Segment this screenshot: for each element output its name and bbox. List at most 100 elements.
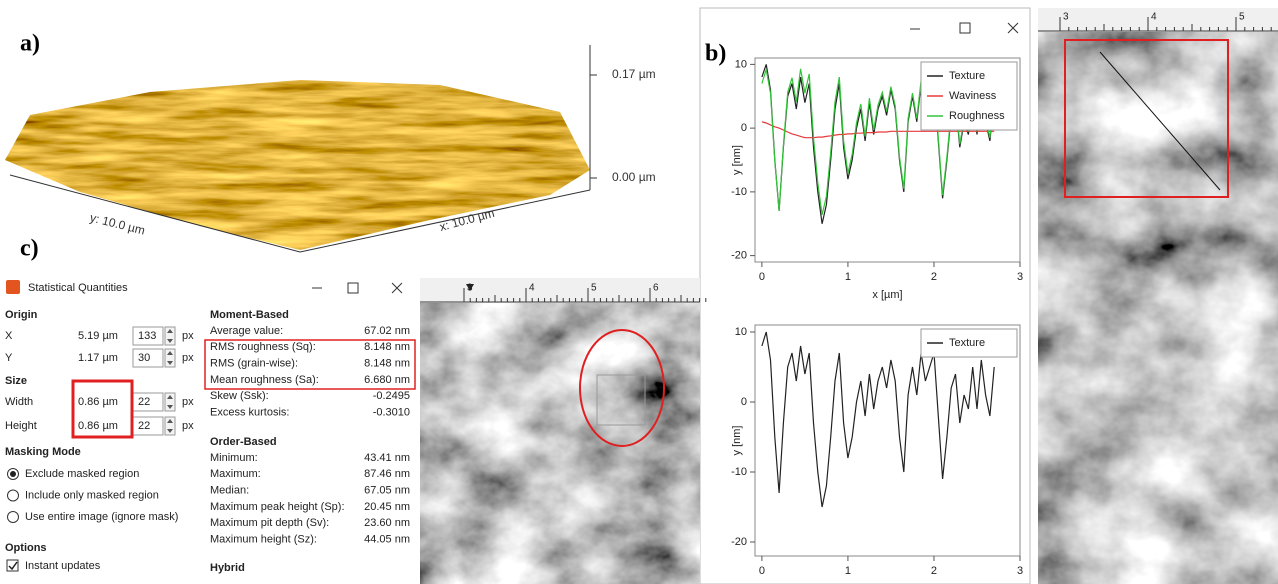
input-box[interactable] <box>132 348 164 368</box>
quantity-value: 87.46 nm <box>364 468 410 480</box>
highlight-circle <box>579 329 665 447</box>
quantity-value: 20.45 nm <box>364 501 410 513</box>
spinner[interactable] <box>164 392 176 412</box>
section-heading: Origin <box>5 309 38 321</box>
x-tick-label: 2 <box>931 565 937 577</box>
ruler-label: 5 <box>591 283 597 294</box>
afm-image <box>420 303 700 584</box>
section-heading: Hybrid <box>210 562 245 574</box>
highlight-box <box>204 339 416 390</box>
unit: px <box>182 352 194 364</box>
surface-axes <box>9 45 597 253</box>
quantity-value: 44.05 nm <box>364 533 410 545</box>
window-controls <box>910 22 1019 34</box>
quantity-value: 67.02 nm <box>364 325 410 337</box>
ruler-ticks: 3 4 5 <box>1059 12 1272 31</box>
y-tick-label: 0 <box>741 122 747 134</box>
quantity-label: Skew (Ssk): <box>210 390 269 402</box>
panel-label: c) <box>20 236 39 262</box>
panel-label: b) <box>705 41 726 67</box>
field-value: 0.86 µm <box>78 420 118 432</box>
y-axis-title: y [nm] <box>731 145 743 175</box>
radio[interactable] <box>7 511 19 523</box>
field-value: 5.19 µm <box>78 330 118 342</box>
spinner-arrows <box>167 419 173 433</box>
checkbox[interactable] <box>6 559 19 572</box>
afm-image <box>1038 32 1278 584</box>
x-tick-label: 3 <box>1017 565 1023 577</box>
ruler-marker <box>466 284 474 291</box>
dialog-body: Origin X 5.19 µm 133 px Y 1.17 µm 30 px Size Width… <box>5 309 410 574</box>
field-label: Height <box>5 420 37 432</box>
selection-square <box>596 374 646 426</box>
y-tick-label: 0 <box>741 396 747 408</box>
radio-label: Use entire image (ignore mask) <box>25 511 178 523</box>
quantity-label: RMS roughness (Sq): <box>210 341 316 353</box>
ruler-label: 4 <box>529 283 535 294</box>
legend-label: Texture <box>949 337 985 349</box>
input-box[interactable] <box>132 326 164 346</box>
y-tick-label: -20 <box>731 250 747 262</box>
quantity-label: Mean roughness (Sa): <box>210 374 319 386</box>
series-line <box>761 331 995 508</box>
quantity-label: Excess kurtosis: <box>210 406 289 418</box>
x-tick-label: 0 <box>759 271 765 283</box>
checkmark <box>8 561 18 571</box>
x-axis-title: x [µm] <box>872 289 902 301</box>
y-tick-label: -10 <box>731 466 747 478</box>
close[interactable] <box>391 282 403 294</box>
y-tick-label: -10 <box>731 186 747 198</box>
quantity-label: Maximum peak height (Sp): <box>210 501 345 513</box>
x-tick-label: 0 <box>759 565 765 577</box>
field-value: 1.17 µm <box>78 352 118 364</box>
profile-line <box>1099 51 1221 191</box>
legend-label: Roughness <box>949 110 1005 122</box>
section-heading: Moment-Based <box>210 309 289 321</box>
quantity-label: Average value: <box>210 325 283 337</box>
checkbox-label: Instant updates <box>25 560 101 572</box>
quantity-label: Minimum: <box>210 452 258 464</box>
ruler-label: 5 <box>1239 12 1245 23</box>
legend-label: Texture <box>949 70 985 82</box>
input-value: 22 <box>138 420 150 432</box>
quantity-value: 6.680 nm <box>364 374 410 386</box>
input-value: 30 <box>138 352 150 364</box>
spinner[interactable] <box>164 416 176 436</box>
plot-frame <box>754 324 1021 557</box>
y-tick-label: 10 <box>735 58 747 70</box>
quantity-label: RMS (grain-wise): <box>210 358 298 370</box>
maximize[interactable] <box>347 282 359 294</box>
radio-label: Exclude masked region <box>25 468 139 480</box>
radio[interactable] <box>7 489 19 502</box>
x-axis-title: x [µm] <box>872 583 902 584</box>
close[interactable] <box>1007 22 1019 34</box>
spinner-arrows <box>167 351 173 365</box>
spinner[interactable] <box>164 348 176 368</box>
dialog-controls <box>312 282 403 294</box>
input-value: 22 <box>138 396 150 408</box>
ruler-label: 3 <box>1063 12 1069 23</box>
section-heading: Order-Based <box>210 436 277 448</box>
unit: px <box>182 420 194 432</box>
quantity-value: 67.05 nm <box>364 485 410 497</box>
radio-dot <box>10 471 16 477</box>
x-tick-label: 2 <box>931 271 937 283</box>
maximize[interactable] <box>959 22 971 34</box>
spinner[interactable] <box>164 326 176 346</box>
quantity-value: 8.148 nm <box>364 358 410 370</box>
z-min-label: 0.00 µm <box>612 170 656 184</box>
y-axis-title: y [nm] <box>731 426 743 456</box>
quantity-label: Median: <box>210 485 249 497</box>
quantity-value: -0.3010 <box>373 406 410 418</box>
spinner-arrows <box>167 329 173 343</box>
legend-label: Waviness <box>949 90 997 102</box>
field-label: Width <box>5 396 33 408</box>
y-tick-label: 10 <box>735 326 747 338</box>
plot-frame <box>754 57 1021 263</box>
section-heading: Options <box>5 542 47 554</box>
quantity-label: Maximum height (Sz): <box>210 533 317 545</box>
unit: px <box>182 330 194 342</box>
